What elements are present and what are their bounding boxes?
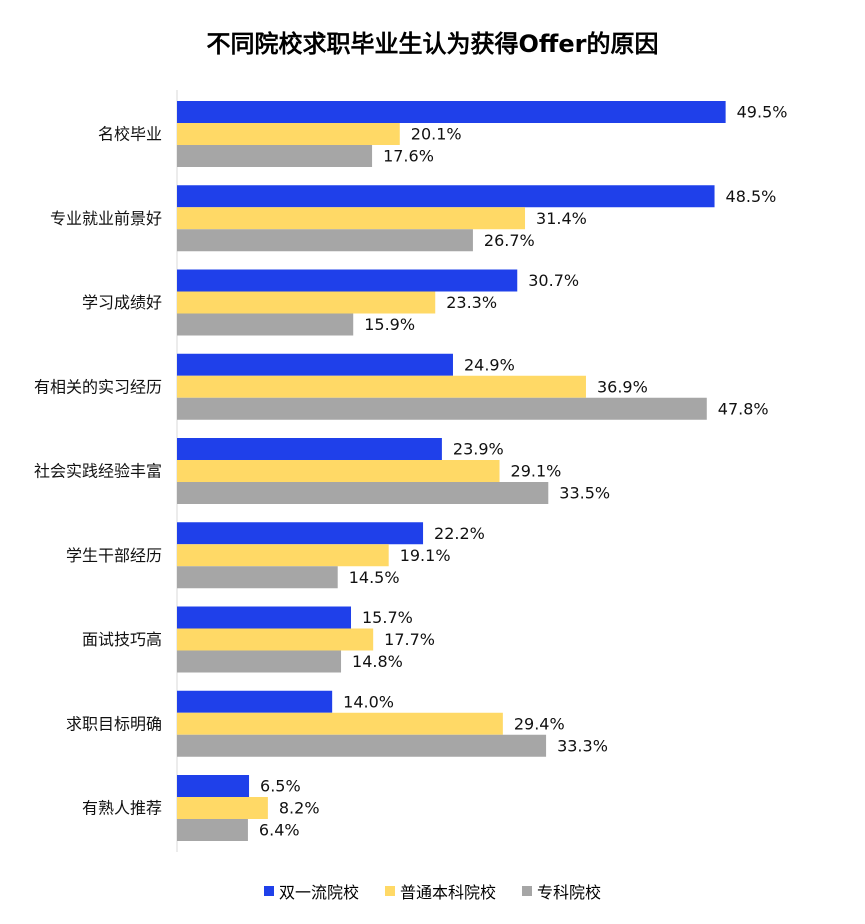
- bar: [177, 123, 400, 145]
- bar: [177, 650, 342, 673]
- data-label: 33.5%: [559, 484, 610, 503]
- data-label: 30.7%: [528, 271, 579, 290]
- category-label: 求职目标明确: [66, 714, 162, 733]
- bar: [177, 185, 715, 208]
- chart-legend: 双一流院校 普通本科院校 专科院校: [0, 878, 865, 904]
- data-label: 14.0%: [343, 692, 394, 711]
- category-label: 社会实践经验丰富: [34, 462, 162, 481]
- bar: [177, 313, 354, 336]
- bar: [177, 482, 549, 504]
- chart-title: 不同院校求职毕业生认为获得Offer的原因: [206, 30, 659, 58]
- data-label: 33.3%: [557, 736, 608, 755]
- bar: [177, 375, 586, 398]
- category-label: 面试技巧高: [82, 630, 162, 649]
- bar: [177, 269, 518, 292]
- bar: [177, 690, 333, 713]
- bar: [177, 797, 268, 819]
- legend-swatch: [522, 886, 532, 896]
- legend-item: 双一流院校: [263, 879, 359, 903]
- bar: [177, 229, 473, 252]
- bar: [177, 522, 424, 545]
- data-label: 17.6%: [383, 147, 434, 166]
- data-label: 29.1%: [511, 462, 562, 481]
- data-label: 6.4%: [259, 821, 300, 840]
- data-label: 48.5%: [726, 187, 777, 206]
- data-label: 36.9%: [597, 377, 648, 396]
- bar: [177, 353, 453, 376]
- bar: [177, 566, 338, 589]
- data-label: 26.7%: [484, 231, 535, 250]
- data-label: 31.4%: [536, 209, 587, 228]
- bar: [177, 207, 526, 230]
- bar: [177, 734, 547, 757]
- bar: [177, 819, 248, 841]
- category-label: 有熟人推荐: [82, 799, 162, 818]
- category-label: 学习成绩好: [82, 293, 162, 312]
- data-label: 14.5%: [349, 568, 400, 587]
- bar: [177, 438, 442, 460]
- data-label: 23.9%: [453, 440, 504, 459]
- data-label: 17.7%: [384, 630, 435, 649]
- bar: [177, 712, 503, 735]
- data-label: 19.1%: [400, 546, 451, 565]
- bar: [177, 460, 500, 482]
- bar: [177, 145, 373, 167]
- bar: [177, 544, 389, 567]
- category-label: 学生干部经历: [66, 546, 162, 565]
- data-label: 22.2%: [434, 524, 485, 543]
- legend-label: 双一流院校: [278, 883, 359, 902]
- data-label: 6.5%: [260, 777, 301, 796]
- category-label: 有相关的实习经历: [34, 377, 162, 396]
- category-label: 专业就业前景好: [50, 209, 162, 228]
- legend-label: 专科院校: [537, 883, 602, 902]
- category-label: 名校毕业: [98, 125, 162, 144]
- data-label: 47.8%: [718, 399, 769, 418]
- data-label: 23.3%: [446, 293, 497, 312]
- data-label: 29.4%: [514, 714, 565, 733]
- legend-swatch: [263, 886, 274, 896]
- data-label: 49.5%: [737, 103, 788, 122]
- legend-item: 专科院校: [522, 879, 601, 903]
- bar: [177, 628, 374, 651]
- bar: [177, 606, 352, 629]
- data-label: 24.9%: [464, 355, 515, 374]
- data-label: 15.7%: [362, 608, 413, 627]
- data-label: 8.2%: [279, 799, 320, 818]
- data-label: 14.8%: [352, 652, 403, 671]
- bar: [177, 291, 436, 314]
- bar: [177, 397, 707, 420]
- legend-item: 普通本科院校: [384, 879, 496, 903]
- data-label: 15.9%: [364, 315, 415, 334]
- legend-swatch: [384, 886, 395, 896]
- legend-label: 普通本科院校: [399, 883, 496, 902]
- bar: [177, 101, 726, 123]
- data-label: 20.1%: [411, 125, 462, 144]
- bar: [177, 775, 250, 797]
